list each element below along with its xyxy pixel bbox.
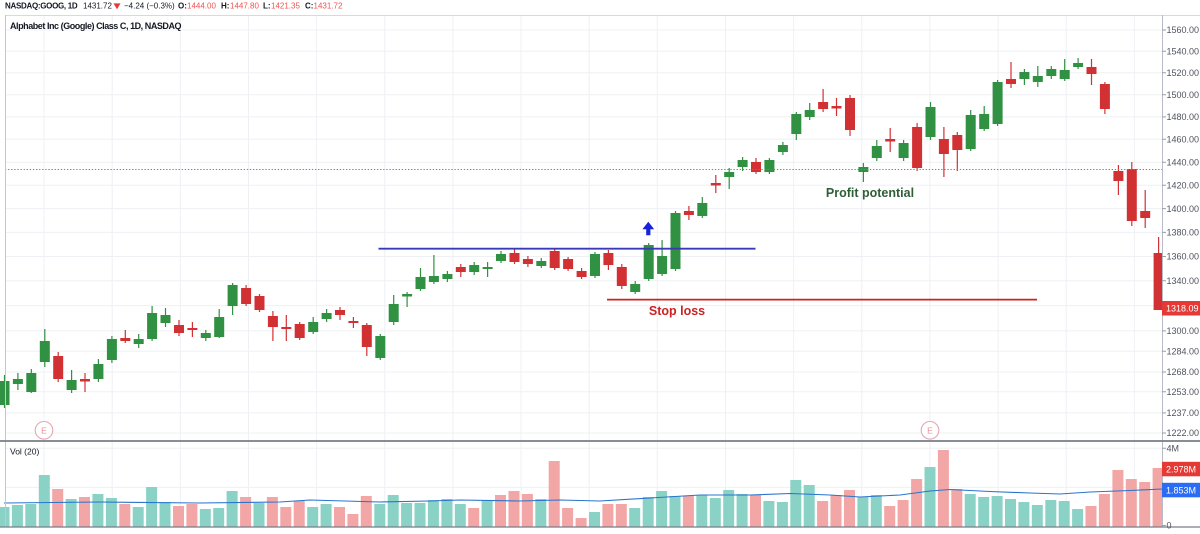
svg-text:Alphabet Inc (Google) Class C,: Alphabet Inc (Google) Class C, 1D, NASDA… xyxy=(10,21,182,31)
svg-text:1.853M: 1.853M xyxy=(1166,485,1196,495)
svg-text:E: E xyxy=(927,426,933,436)
svg-text:2.978M: 2.978M xyxy=(1166,464,1196,474)
svg-text:1318.09: 1318.09 xyxy=(1166,304,1199,314)
svg-text:1420.00: 1420.00 xyxy=(1167,181,1200,191)
svg-text:Vol (20): Vol (20) xyxy=(10,447,39,457)
svg-text:C:: C: xyxy=(305,1,313,10)
svg-text:NASDAQ:GOOG, 1D: NASDAQ:GOOG, 1D xyxy=(5,1,78,10)
svg-text:1440.00: 1440.00 xyxy=(1167,157,1200,167)
svg-text:Profit potential: Profit potential xyxy=(826,186,914,200)
svg-text:1520.00: 1520.00 xyxy=(1167,68,1200,78)
svg-text:O:: O: xyxy=(178,1,187,10)
svg-text:1431.72: 1431.72 xyxy=(83,1,112,10)
svg-text:1380.00: 1380.00 xyxy=(1167,228,1200,238)
svg-text:1431.72: 1431.72 xyxy=(314,1,343,10)
svg-text:1284.00: 1284.00 xyxy=(1167,347,1200,357)
svg-text:1421.35: 1421.35 xyxy=(271,1,300,10)
svg-text:1400.00: 1400.00 xyxy=(1167,204,1200,214)
svg-text:4M: 4M xyxy=(1167,443,1180,453)
svg-text:1460.00: 1460.00 xyxy=(1167,135,1200,145)
svg-text:1300.00: 1300.00 xyxy=(1167,326,1200,336)
svg-text:1480.00: 1480.00 xyxy=(1167,112,1200,122)
svg-text:1237.00: 1237.00 xyxy=(1167,408,1200,418)
svg-text:1447.80: 1447.80 xyxy=(230,1,259,10)
svg-text:L:: L: xyxy=(263,1,271,10)
svg-text:1340.00: 1340.00 xyxy=(1167,276,1200,286)
svg-text:1253.00: 1253.00 xyxy=(1167,387,1200,397)
svg-text:1540.00: 1540.00 xyxy=(1167,47,1200,57)
svg-text:H:: H: xyxy=(221,1,229,10)
svg-text:Stop loss: Stop loss xyxy=(649,304,705,318)
svg-text:−4.24 (−0.3%): −4.24 (−0.3%) xyxy=(124,1,175,10)
svg-text:1268.00: 1268.00 xyxy=(1167,367,1200,377)
svg-text:E: E xyxy=(41,426,47,436)
svg-text:1222.00: 1222.00 xyxy=(1167,428,1200,438)
svg-text:1444.00: 1444.00 xyxy=(187,1,216,10)
svg-text:0: 0 xyxy=(1167,521,1172,531)
svg-text:1500.00: 1500.00 xyxy=(1167,90,1200,100)
svg-text:1560.00: 1560.00 xyxy=(1167,25,1200,35)
svg-text:1360.00: 1360.00 xyxy=(1167,252,1200,262)
